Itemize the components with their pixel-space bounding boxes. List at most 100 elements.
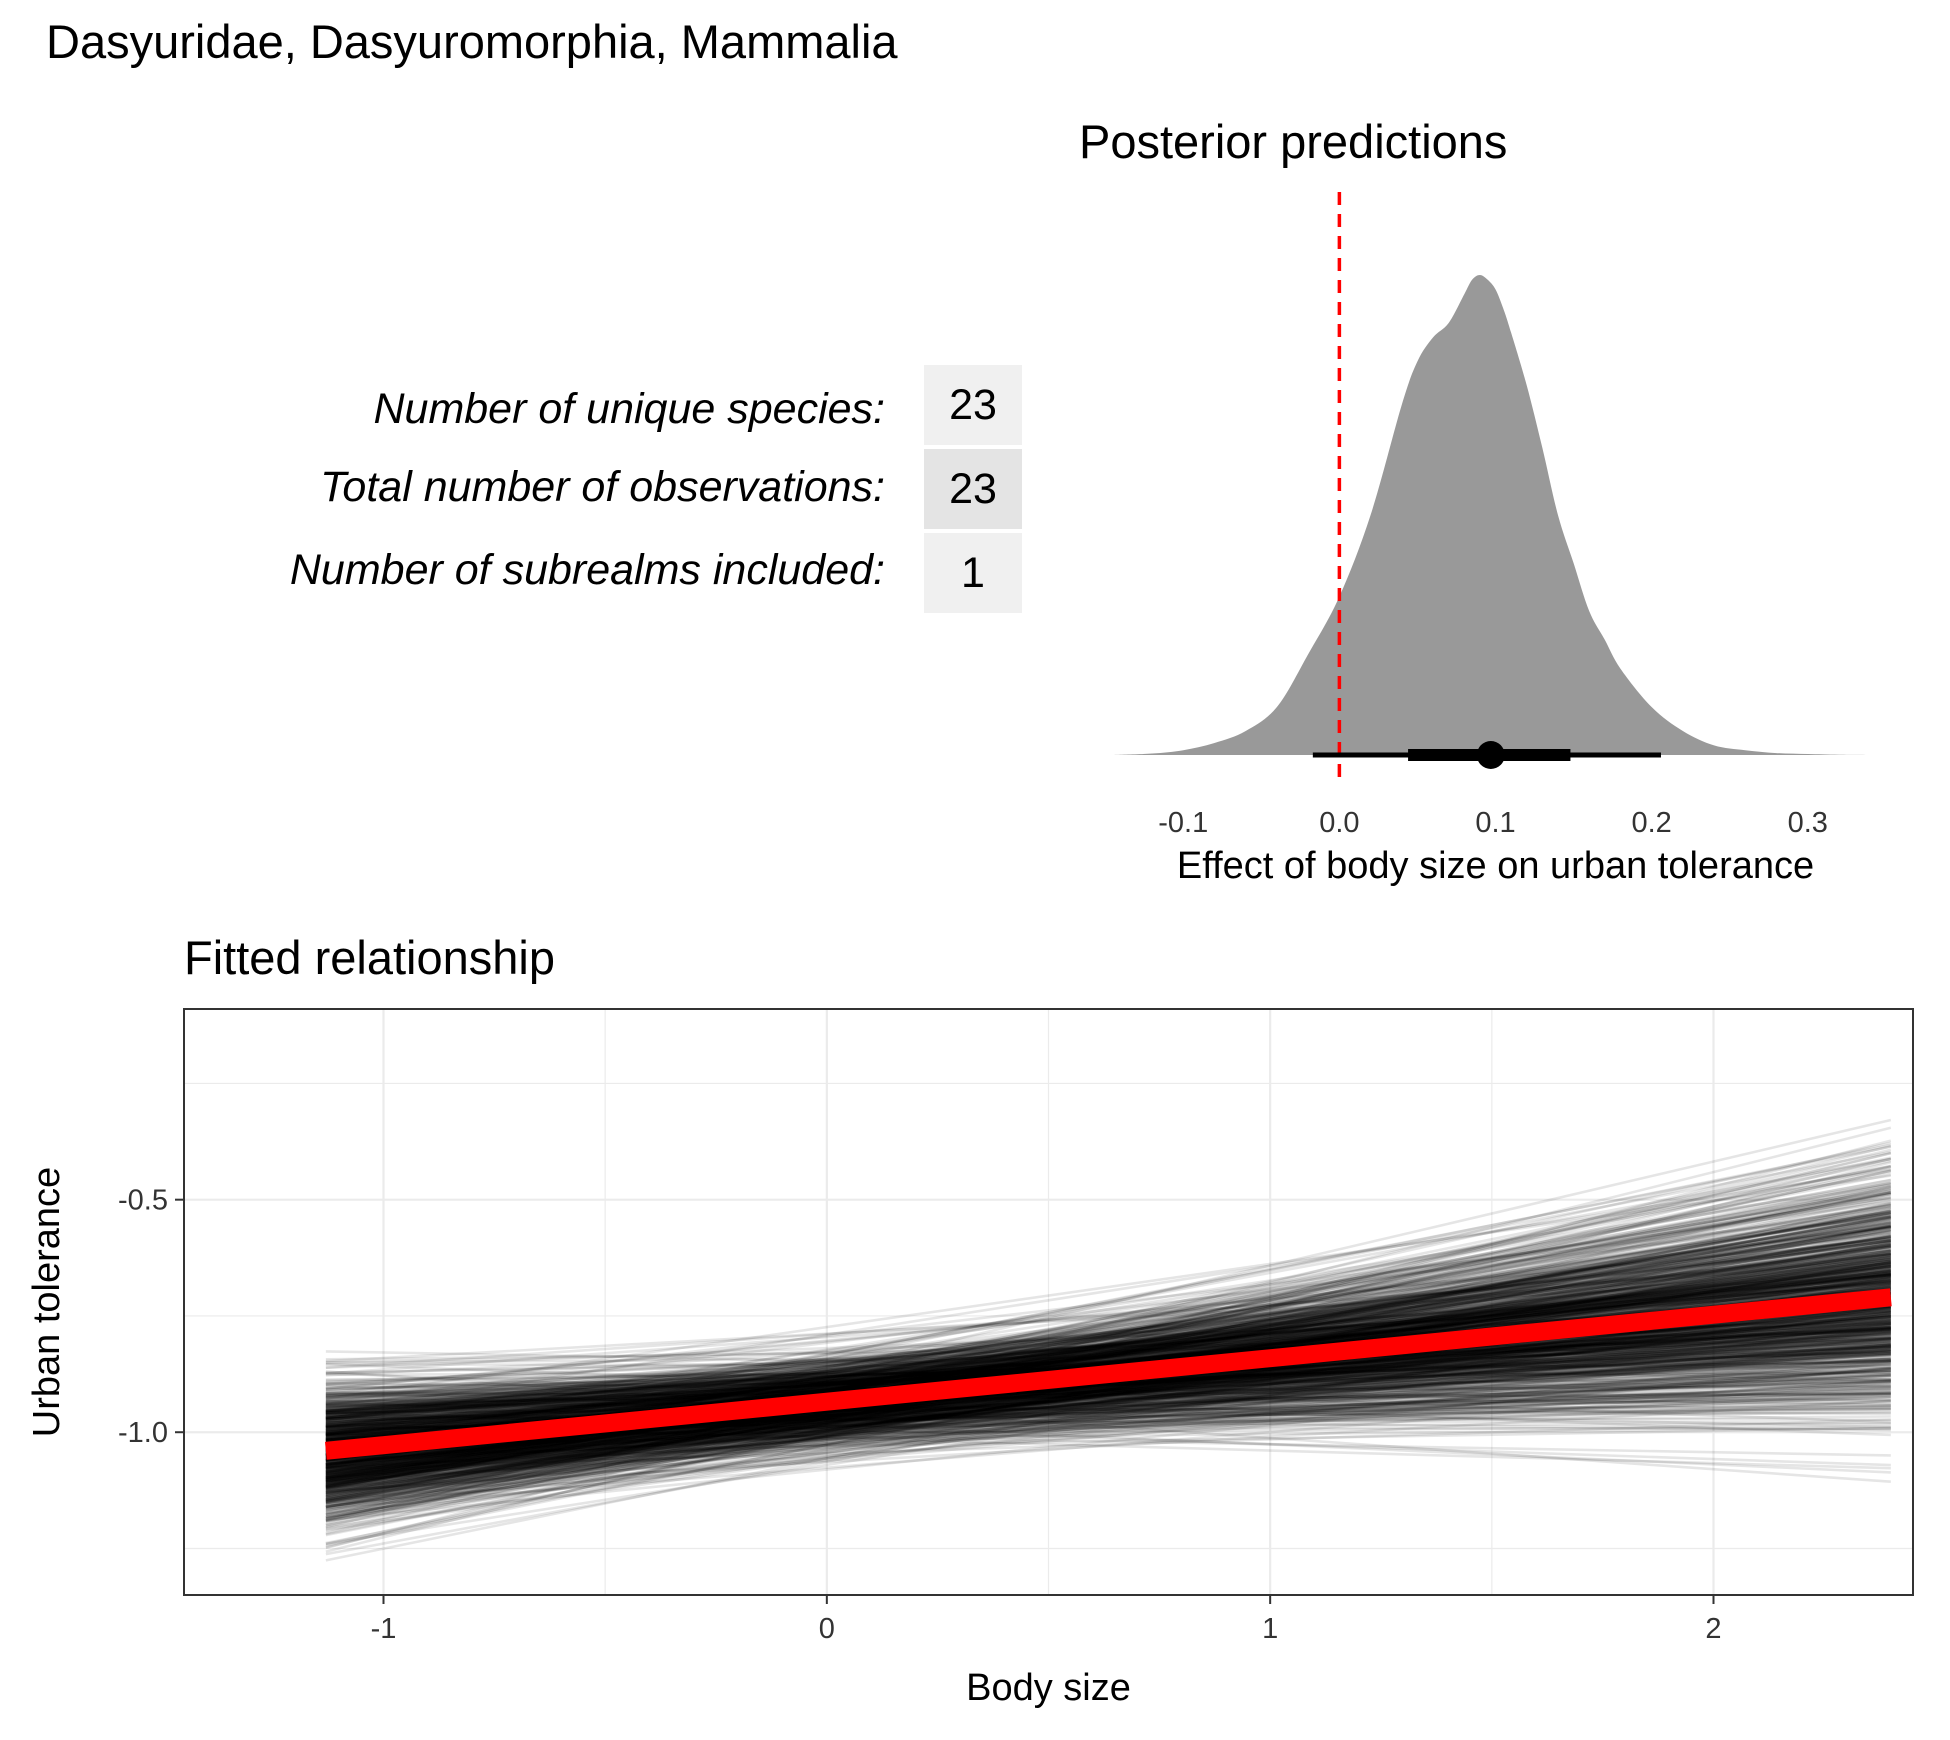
posterior-draw-line <box>325 1189 1892 1462</box>
posterior-draw-line <box>325 1377 1891 1405</box>
posterior-draw-line <box>325 1168 1892 1496</box>
posterior-draw-line <box>325 1236 1891 1432</box>
posterior-draw-line <box>325 1395 1891 1460</box>
posterior-draw-line <box>325 1255 1892 1523</box>
posterior-draw-line <box>325 1191 1892 1485</box>
posterior-draw-line <box>325 1390 1891 1406</box>
posterior-draw-line <box>325 1373 1891 1475</box>
posterior-draw-line <box>325 1314 1891 1466</box>
posterior-draw-line <box>325 1305 1891 1476</box>
posterior-draw-line <box>325 1265 1891 1410</box>
posterior-draw-line <box>325 1320 1891 1392</box>
posterior-draw-line <box>325 1235 1892 1477</box>
posterior-draw-line <box>325 1161 1892 1553</box>
mean-fit-line <box>324 1288 1892 1460</box>
posterior-draw-line <box>325 1393 1891 1462</box>
fitted-panel-title: Fitted relationship <box>184 931 555 984</box>
posterior-draw-line <box>325 1225 1892 1485</box>
posterior-draw-line <box>325 1304 1891 1505</box>
posterior-draw-line <box>325 1238 1892 1452</box>
posterior-draw-line <box>325 1366 1891 1476</box>
posterior-draw-line <box>325 1327 1891 1490</box>
posterior-draw-line <box>325 1325 1891 1396</box>
posterior-draw-line <box>325 1213 1892 1502</box>
posterior-density-panel: -0.1 0.0 0.1 0.2 0.3 Effect of body size on u… <box>1113 192 1878 887</box>
posterior-draw-line <box>325 1309 1891 1466</box>
posterior-draw-line <box>325 1311 1891 1462</box>
posterior-draw-line <box>325 1392 1891 1429</box>
posterior-draw-line <box>325 1224 1892 1496</box>
posterior-draw-line <box>325 1264 1891 1425</box>
posterior-draw-line <box>325 1256 1891 1440</box>
posterior-draw-line <box>325 1144 1892 1529</box>
posterior-draw-line <box>325 1307 1891 1467</box>
posterior-draw-line <box>325 1139 1892 1550</box>
posterior-draw-line <box>325 1317 1891 1406</box>
fitted-plot-border <box>183 1008 1914 1596</box>
posterior-draw-line <box>325 1265 1891 1440</box>
posterior-draw-line <box>325 1330 1891 1488</box>
posterior-draw-line <box>325 1214 1892 1507</box>
posterior-draw-line <box>325 1347 1891 1466</box>
posterior-draw-line <box>325 1239 1891 1425</box>
posterior-draw-line <box>325 1190 1892 1453</box>
posterior-draw-line <box>325 1215 1892 1490</box>
posterior-draw-line <box>325 1367 1891 1485</box>
posterior-draw-line <box>325 1168 1892 1414</box>
posterior-draw-line <box>325 1278 1891 1434</box>
posterior-draw-line <box>325 1264 1892 1556</box>
posterior-draw-line <box>325 1215 1892 1485</box>
fitted-relationship-panel: -1 0 1 2 -1.0 -0.5 Body size Urban tolerance <box>26 1008 1914 1709</box>
posterior-draw-line <box>325 1326 1891 1519</box>
posterior-x-tick-label: 0.2 <box>1631 807 1671 839</box>
posterior-draw-line <box>325 1215 1892 1500</box>
posterior-draw-line <box>325 1306 1892 1523</box>
posterior-draw-line <box>325 1343 1891 1473</box>
posterior-draw-line <box>325 1174 1892 1400</box>
posterior-draw-line <box>325 1374 1891 1403</box>
posterior-draw-line <box>325 1313 1891 1479</box>
posterior-draw-line <box>325 1361 1891 1522</box>
posterior-draw-line <box>325 1344 1891 1424</box>
posterior-draw-line <box>325 1183 1892 1488</box>
posterior-draw-line <box>325 1381 1891 1409</box>
posterior-draw-line <box>325 1387 1891 1423</box>
posterior-draw-line <box>325 1357 1891 1420</box>
posterior-draw-line <box>325 1269 1891 1420</box>
posterior-draw-line <box>325 1339 1891 1486</box>
posterior-draw-line <box>325 1379 1891 1483</box>
posterior-draw-line <box>325 1272 1891 1428</box>
posterior-draw-line <box>325 1196 1892 1449</box>
posterior-draw-line <box>325 1313 1891 1482</box>
posterior-draw-line <box>325 1404 1891 1451</box>
posterior-draw-line <box>325 1283 1891 1431</box>
fitted-y-tick-label: -0.5 <box>118 1185 168 1217</box>
posterior-draw-line <box>325 1311 1892 1520</box>
posterior-draw-line <box>325 1208 1892 1509</box>
posterior-draw-line <box>325 1221 1892 1490</box>
posterior-draw-line <box>325 1306 1892 1531</box>
posterior-draw-line <box>325 1213 1892 1455</box>
posterior-draw-line <box>325 1336 1891 1374</box>
posterior-draw-line <box>325 1380 1891 1412</box>
posterior-draw-line <box>325 1260 1892 1519</box>
posterior-draw-line <box>325 1271 1891 1427</box>
posterior-draw-line <box>325 1145 1892 1456</box>
median-point <box>1476 741 1505 769</box>
posterior-draw-line <box>325 1359 1891 1457</box>
posterior-draw-line <box>325 1351 1891 1480</box>
posterior-draw-line <box>325 1330 1891 1364</box>
posterior-draw-line <box>325 1248 1892 1519</box>
posterior-draw-line <box>325 1211 1892 1488</box>
posterior-draw-line <box>325 1366 1891 1506</box>
posterior-panel-title: Posterior predictions <box>1079 115 1508 168</box>
posterior-draw-line <box>325 1268 1891 1432</box>
posterior-draw-line <box>325 1197 1892 1505</box>
posterior-draw-line <box>325 1301 1891 1490</box>
posterior-draw-line <box>325 1348 1891 1470</box>
posterior-draw-line <box>325 1253 1891 1437</box>
posterior-draw-line <box>325 1332 1891 1461</box>
posterior-draw-line <box>325 1336 1891 1456</box>
posterior-draw-line <box>325 1344 1891 1459</box>
posterior-draw-line <box>325 1225 1892 1497</box>
